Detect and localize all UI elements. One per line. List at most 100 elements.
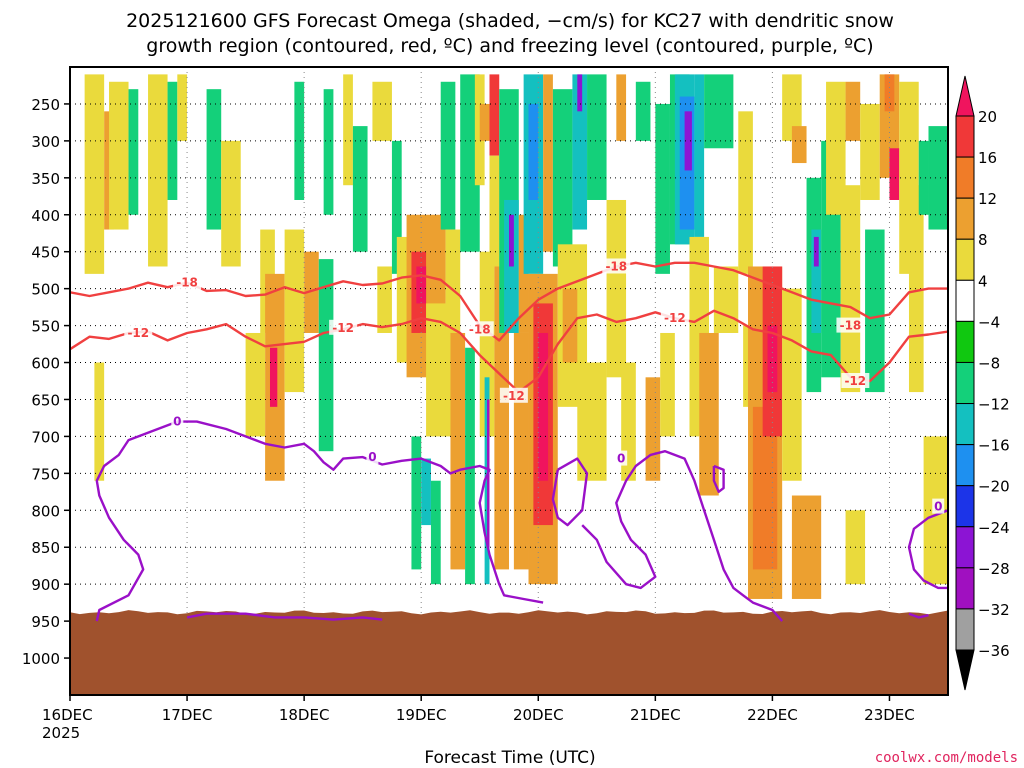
colorbar-bottom-arrow — [955, 649, 975, 691]
y-tick-label: 650 — [31, 391, 60, 409]
y-tick-label: 600 — [31, 355, 60, 373]
y-tick-label: 750 — [31, 465, 60, 483]
omega-cell — [421, 458, 431, 526]
omega-cell — [655, 103, 670, 274]
dgz-contour-label: -18 — [605, 259, 627, 273]
omega-cell — [391, 140, 402, 274]
colorbar-band — [955, 279, 975, 322]
omega-cell — [826, 81, 846, 215]
x-tick-label: 17DEC — [162, 706, 213, 724]
colorbar-label: 12 — [978, 190, 997, 208]
omega-cell — [221, 140, 241, 267]
colorbar-band — [955, 156, 975, 199]
colorbar-label: −28 — [978, 560, 1010, 578]
dgz-contour-label: -12 — [332, 321, 354, 335]
omega-cell — [704, 74, 734, 149]
colorbar-label: 20 — [978, 108, 997, 126]
credit-text: coolwx.com/models — [875, 750, 1018, 766]
y-tick-label: 1000 — [22, 650, 60, 668]
colorbar-band — [955, 197, 975, 240]
omega-cell — [528, 103, 539, 200]
y-tick-label: 800 — [31, 502, 60, 520]
omega-cell — [606, 199, 627, 378]
colorbar-band — [955, 567, 975, 610]
freezing-contour-label-bg — [171, 413, 184, 429]
omega-cell — [713, 266, 739, 333]
dgz-contour-label: -12 — [503, 389, 525, 403]
colorbar-label: −8 — [978, 354, 1000, 372]
omega-cell — [782, 74, 802, 141]
freezing-level-contour — [581, 450, 784, 622]
omega-cell — [791, 126, 807, 164]
colorbar-label: −36 — [978, 642, 1010, 660]
dgz-contour--18 — [70, 261, 948, 342]
omega-cell — [411, 436, 422, 570]
ground-layer — [70, 610, 948, 695]
dgz-contour-label-bg — [173, 274, 202, 290]
x-tick-label: 23DEC — [864, 706, 915, 724]
omega-cell — [489, 74, 500, 156]
omega-cell — [352, 126, 368, 252]
dgz-contour-label: -18 — [469, 322, 491, 336]
omega-cell — [445, 229, 461, 333]
omega-cell — [430, 480, 441, 585]
y-tick-label: 450 — [31, 244, 60, 262]
freezing-level-contour — [186, 612, 383, 621]
omega-cell — [928, 126, 948, 230]
omega-cell — [811, 229, 822, 333]
omega-cell — [562, 288, 578, 363]
omega-cell — [577, 74, 583, 112]
omega-cell — [860, 103, 880, 200]
omega-cell — [889, 148, 900, 200]
colorbar-label: −12 — [978, 396, 1010, 414]
omega-cell — [694, 74, 705, 237]
y-tick-label: 250 — [31, 96, 60, 114]
omega-cell — [479, 251, 495, 437]
y-tick-label: 300 — [31, 133, 60, 151]
freezing-level-contour — [908, 612, 929, 619]
omega-cell — [635, 81, 651, 141]
omega-cell — [323, 89, 334, 215]
omega-cell — [416, 266, 427, 304]
omega-cell — [177, 74, 188, 141]
omega-cell — [94, 362, 105, 481]
omega-cell — [865, 229, 885, 393]
chart-title-line1: 2025121600 GFS Forecast Omega (shaded, −… — [126, 10, 894, 32]
y-tick-label: 900 — [31, 576, 60, 594]
freezing-contour-label-bg — [932, 498, 945, 514]
dgz-contour-label-bg — [124, 324, 153, 340]
omega-cell — [109, 81, 129, 230]
dgz-contour-label-bg — [465, 321, 494, 337]
omega-cell — [543, 74, 553, 252]
colorbar-band — [955, 608, 975, 651]
dgz-contour-label-bg — [329, 319, 358, 335]
freezing-contour-label: 0 — [617, 452, 625, 466]
x-tick-label: 18DEC — [279, 706, 330, 724]
x-tick-label: 21DEC — [630, 706, 681, 724]
y-tick-label: 350 — [31, 170, 60, 188]
freezing-level-contour — [712, 464, 725, 493]
omega-cell — [918, 140, 929, 215]
ground-terrain — [70, 610, 948, 695]
omega-cell — [440, 81, 456, 230]
freezing-contour-label: 0 — [368, 450, 376, 464]
omega-cell — [684, 111, 692, 171]
y-tick-label: 950 — [31, 613, 60, 631]
dgz-contour-label-bg — [660, 310, 689, 326]
omega-cell — [572, 74, 588, 230]
omega-cell — [206, 89, 222, 230]
colorbar-label: −20 — [978, 478, 1010, 496]
omega-cell — [245, 332, 266, 437]
omega-cell — [577, 362, 607, 481]
omega-cell — [738, 111, 753, 274]
freezing-level-contour — [907, 509, 948, 590]
colorbar-label: −24 — [978, 519, 1010, 537]
x-tick-label: 20DEC — [513, 706, 564, 724]
omega-cell — [304, 251, 319, 333]
colorbar-band — [955, 361, 975, 405]
x-tick-sublabel: 2025 — [42, 724, 80, 742]
colorbar-band — [955, 485, 975, 528]
omega-cell — [479, 103, 490, 141]
